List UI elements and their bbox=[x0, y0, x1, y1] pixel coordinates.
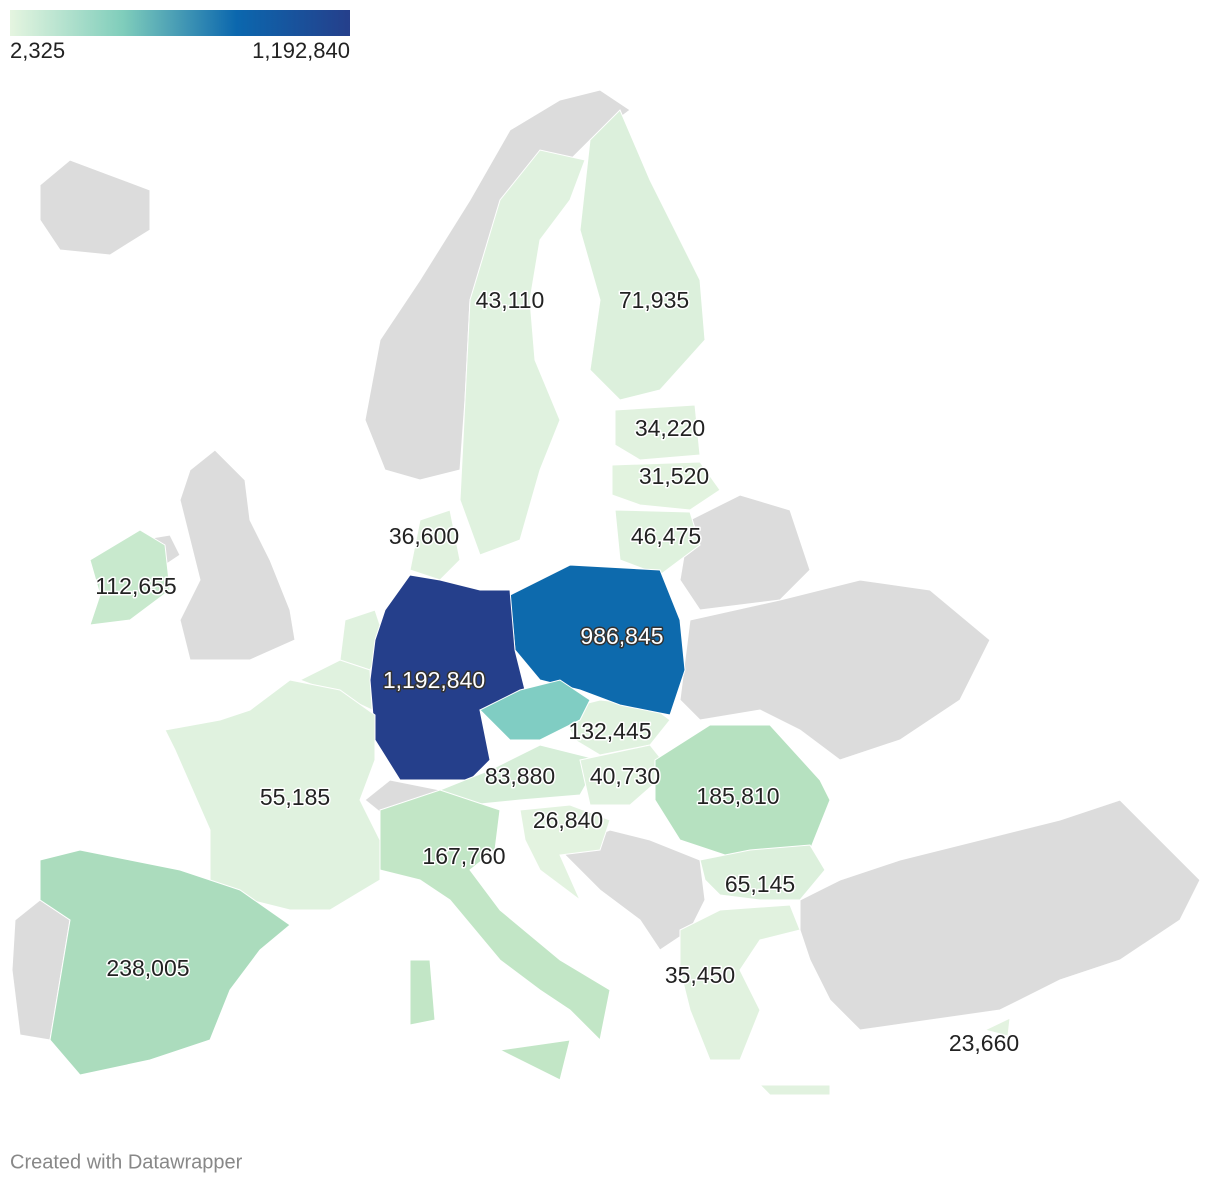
region-label: 185,810 bbox=[696, 783, 779, 809]
legend-gradient bbox=[10, 10, 350, 36]
region-label: 55,185 bbox=[260, 784, 330, 810]
region-label: 31,520 bbox=[639, 463, 709, 489]
region bbox=[89, 529, 171, 626]
country bbox=[799, 799, 1201, 1031]
region bbox=[498, 1039, 571, 1081]
legend: 2,325 1,192,840 bbox=[10, 10, 350, 63]
country bbox=[179, 449, 296, 661]
region-label: 986,845 bbox=[580, 623, 663, 649]
region bbox=[519, 804, 611, 902]
region-label: 83,880 bbox=[485, 763, 555, 789]
country bbox=[39, 159, 151, 256]
region bbox=[579, 109, 706, 401]
region bbox=[39, 849, 291, 1076]
region-label: 46,475 bbox=[631, 523, 701, 549]
region-label: 238,005 bbox=[106, 955, 189, 981]
region bbox=[379, 789, 611, 1042]
region bbox=[479, 679, 591, 741]
region bbox=[164, 679, 381, 911]
region-label: 1,192,840 bbox=[383, 667, 485, 693]
region bbox=[509, 564, 686, 716]
region bbox=[459, 149, 586, 556]
region bbox=[579, 744, 671, 806]
region bbox=[614, 509, 701, 576]
region bbox=[611, 461, 721, 511]
region-label: 23,660 bbox=[949, 1030, 1019, 1056]
region-label: 71,935 bbox=[619, 287, 689, 313]
region-label: 40,730 bbox=[590, 763, 660, 789]
region bbox=[983, 1017, 1011, 1037]
region bbox=[614, 404, 701, 461]
country bbox=[559, 829, 706, 951]
region bbox=[758, 1084, 831, 1096]
country bbox=[679, 579, 991, 761]
footer: Created with Datawrapper bbox=[10, 1151, 243, 1173]
region-label: 36,600 bbox=[389, 523, 459, 549]
legend-min-label: 2,325 bbox=[10, 38, 65, 63]
region bbox=[409, 959, 436, 1026]
regions bbox=[39, 109, 1011, 1096]
region bbox=[679, 904, 801, 1061]
region bbox=[654, 724, 831, 861]
legend-max-label: 1,192,840 bbox=[252, 38, 350, 63]
region-label: 43,110 bbox=[476, 287, 545, 313]
labels: 43,110 71,935 34,220 31,520 46,475 36,600 112,… bbox=[94, 286, 1021, 1058]
region bbox=[699, 844, 826, 901]
region-label: 65,145 bbox=[725, 871, 795, 897]
region bbox=[409, 509, 461, 581]
region-label: 35,450 bbox=[665, 962, 735, 988]
region-label: 167,760 bbox=[422, 843, 505, 869]
region-label: 112,655 bbox=[95, 573, 176, 599]
region-label: 34,220 bbox=[635, 415, 705, 441]
country bbox=[364, 89, 631, 481]
region-label: 132,445 bbox=[568, 718, 651, 744]
region-label: 26,840 bbox=[533, 807, 603, 833]
country bbox=[679, 494, 811, 611]
